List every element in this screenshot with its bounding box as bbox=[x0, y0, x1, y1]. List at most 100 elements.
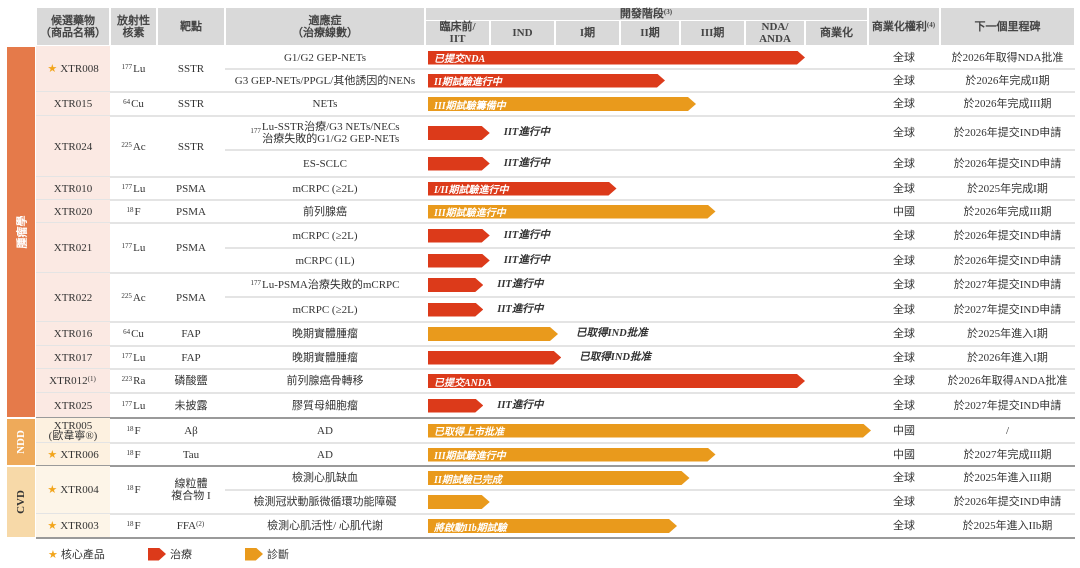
commercial-rights: 全球 bbox=[893, 496, 915, 508]
row-divider bbox=[225, 489, 1075, 491]
bar-status-label: IIT進行中 bbox=[497, 399, 544, 411]
category-label: 腫瘤學 bbox=[16, 215, 28, 249]
pipeline-bar-treatment: I/II期試驗進行中 bbox=[428, 182, 617, 196]
next-milestone: 於2025年進入III期 bbox=[963, 472, 1052, 484]
nuclide-cell: 18 F bbox=[126, 484, 141, 496]
header-milestone: 下一個里程碑 bbox=[941, 8, 1074, 45]
row-divider bbox=[36, 321, 1075, 323]
target-cell: FAP bbox=[181, 328, 201, 340]
drug-cell: XTR020 bbox=[36, 200, 110, 223]
next-milestone: 於2026年提交IND申請 bbox=[953, 254, 1062, 267]
bar-status-label: IIT進行中 bbox=[503, 127, 550, 138]
next-milestone: 於2026年提交IND申請 bbox=[953, 229, 1062, 242]
header-stage-6: 商業化 bbox=[806, 21, 867, 45]
category-label: NDD bbox=[15, 430, 27, 454]
pipeline-bar-diagnosis: III期試驗進行中 bbox=[428, 205, 716, 219]
legend-core: ★ 核心產品 bbox=[48, 546, 105, 562]
category-腫瘤學: 腫瘤學 bbox=[7, 47, 35, 417]
nuclide-cell: 177 Lu bbox=[121, 182, 146, 195]
category-ndd: NDD bbox=[7, 419, 35, 465]
category-divider bbox=[36, 537, 1075, 539]
next-milestone: 於2025年進入I期 bbox=[967, 328, 1048, 340]
drug-name: XTR010 bbox=[53, 182, 93, 195]
target-cell: PSMA bbox=[176, 242, 206, 254]
drug-cell: ★ XTR006 bbox=[36, 443, 110, 466]
drug-cell: ★ XTR003 bbox=[36, 514, 110, 538]
legend-diagnosis: 診斷 bbox=[245, 546, 289, 562]
bar-status-label: IIT進行中 bbox=[497, 303, 544, 315]
pipeline-bar-treatment bbox=[428, 229, 490, 243]
indication-cell: 177 Lu-SSTR治療/G3 NETs/NECs 治療失敗的G1/G2 GEP-… bbox=[250, 121, 400, 145]
next-milestone: 於2026年進入I期 bbox=[967, 351, 1048, 364]
drug-cell: XTR017 bbox=[36, 346, 110, 369]
commercial-rights: 全球 bbox=[893, 472, 915, 484]
header-target: 靶點 bbox=[158, 8, 224, 45]
indication-cell: mCRPC (≥2L) bbox=[292, 303, 358, 316]
row-divider bbox=[36, 91, 1075, 93]
drug-cell: XTR015 bbox=[36, 92, 110, 116]
pipeline-bar-diagnosis: II期試驗已完成 bbox=[428, 471, 690, 485]
drug-name: XTR022 bbox=[53, 291, 93, 304]
drug-name: XTR004 bbox=[60, 484, 99, 496]
next-milestone: 於2026年取得ANDA批准 bbox=[947, 375, 1068, 387]
target-cell: PSMA bbox=[176, 291, 206, 304]
drug-name: XTR021 bbox=[53, 242, 93, 254]
indication-cell: mCRPC (1L) bbox=[295, 254, 355, 267]
bar-status-label: 已取得IND批准 bbox=[579, 351, 652, 363]
target-cell: SSTR bbox=[177, 98, 205, 110]
header-stage-3: II期 bbox=[621, 21, 679, 45]
treatment-arrow-icon bbox=[148, 547, 166, 561]
nuclide-cell: 177 Lu bbox=[121, 399, 146, 412]
commercial-rights: 中國 bbox=[893, 424, 915, 437]
indication-cell: G3 GEP-NETs/PPGL/其他誘因的NENs bbox=[234, 74, 416, 87]
nuclide-cell: 18 F bbox=[126, 424, 141, 437]
commercial-rights: 全球 bbox=[893, 351, 915, 364]
pipeline-bar-diagnosis: 將啟動IIb期試驗 bbox=[428, 519, 677, 533]
indication-cell: 檢測心肌活性/ 心肌代謝 bbox=[267, 520, 383, 532]
header-stage-4: III期 bbox=[681, 21, 744, 45]
pipeline-bar-treatment bbox=[428, 126, 490, 140]
bar-status-label: IIT進行中 bbox=[497, 279, 544, 290]
pipeline-bar-diagnosis: III期試驗進行中 bbox=[428, 448, 716, 462]
drug-name: XTR016 bbox=[53, 328, 93, 340]
header-stage-5: NDA/ANDA bbox=[746, 21, 804, 45]
next-milestone: 於2026年取得NDA批准 bbox=[951, 51, 1064, 64]
pipeline-bar-diagnosis bbox=[428, 327, 558, 341]
nuclide-cell: 18 F bbox=[126, 520, 141, 532]
star-icon: ★ bbox=[48, 548, 58, 561]
core-product-star-icon: ★ bbox=[47, 63, 58, 75]
target-cell: Tau bbox=[182, 448, 200, 461]
indication-cell: 檢測冠狀動脈微循環功能障礙 bbox=[253, 496, 397, 508]
indication-cell: ES-SCLC bbox=[302, 157, 347, 170]
nuclide-cell: 225 Ac bbox=[121, 140, 146, 153]
header-rights: 商業化權利 (4) bbox=[869, 8, 939, 45]
drug-name: XTR006 bbox=[60, 448, 99, 461]
footnote-4: (4) bbox=[926, 20, 936, 29]
diagnosis-arrow-icon bbox=[245, 547, 263, 561]
pipeline-bar-treatment bbox=[428, 303, 483, 317]
row-divider bbox=[36, 345, 1075, 347]
drug-name: XTR020 bbox=[53, 205, 93, 218]
indication-cell: 前列腺癌 bbox=[303, 205, 347, 218]
drug-cell: ★ XTR008 bbox=[36, 46, 110, 92]
indication-cell: NETs bbox=[312, 98, 338, 110]
drug-brand-name: (歐韋寧®) bbox=[48, 429, 98, 442]
bar-status-label: 已取得IND批准 bbox=[576, 328, 648, 339]
core-product-star-icon: ★ bbox=[47, 520, 58, 532]
drug-cell: XTR021 bbox=[36, 223, 110, 273]
nuclide-cell: 18 F bbox=[126, 205, 141, 218]
nuclide-cell: 177 Lu bbox=[121, 351, 146, 364]
commercial-rights: 全球 bbox=[893, 279, 915, 291]
nuclide-cell: 177 Lu bbox=[121, 242, 146, 254]
pipeline-bar-diagnosis: III期試驗籌備中 bbox=[428, 97, 696, 111]
commercial-rights: 全球 bbox=[893, 98, 915, 110]
target-cell: 磷酸鹽 bbox=[174, 375, 208, 387]
legend-core-label: 核心產品 bbox=[60, 549, 105, 561]
target-cell: SSTR bbox=[177, 140, 205, 153]
indication-cell: G1/G2 GEP-NETs bbox=[283, 51, 367, 64]
category-divider bbox=[36, 417, 1075, 419]
commercial-rights: 全球 bbox=[893, 303, 915, 316]
header-stage-0: 臨床前/IIT bbox=[426, 21, 489, 45]
next-milestone: 於2025年進入IIb期 bbox=[962, 520, 1053, 532]
drug-name: XTR015 bbox=[53, 98, 93, 110]
